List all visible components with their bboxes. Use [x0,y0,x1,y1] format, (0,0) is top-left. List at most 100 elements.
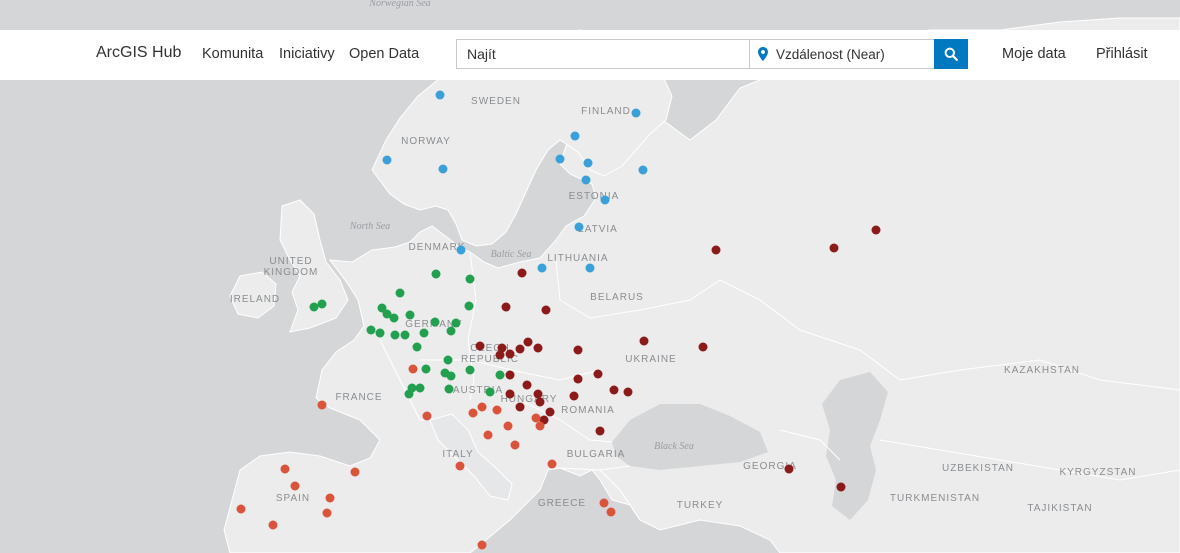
map-point-darkred[interactable] [711,245,721,255]
brand-logo-text[interactable]: ArcGIS Hub [96,44,182,61]
map-point-darkred[interactable] [515,402,525,412]
map-point-darkred[interactable] [505,349,515,359]
map-point-green[interactable] [430,317,440,327]
map-point-darkred[interactable] [533,343,543,353]
map-point-darkred[interactable] [595,426,605,436]
map-point-orange[interactable] [503,421,513,431]
map-point-orange[interactable] [599,498,609,508]
map-point-darkred[interactable] [639,336,649,346]
map-point-green[interactable] [309,302,319,312]
map-point-green[interactable] [431,269,441,279]
map-point-orange[interactable] [547,459,557,469]
map-point-orange[interactable] [325,493,335,503]
map-point-orange[interactable] [510,440,520,450]
map-point-green[interactable] [412,342,422,352]
map-point-green[interactable] [390,330,400,340]
map-point-green[interactable] [465,274,475,284]
map-point-darkred[interactable] [829,243,839,253]
map-point-orange[interactable] [322,508,332,518]
map-point-blue[interactable] [438,164,448,174]
map-point-orange[interactable] [408,364,418,374]
map-point-darkred[interactable] [541,305,551,315]
map-point-green[interactable] [485,387,495,397]
map-point-green[interactable] [366,325,376,335]
map-point-blue[interactable] [638,165,648,175]
map-point-darkred[interactable] [522,380,532,390]
map-point-blue[interactable] [583,158,593,168]
nav-link-iniciativy[interactable]: Iniciativy [279,46,335,62]
map-point-green[interactable] [464,301,474,311]
points-layer[interactable] [236,90,881,550]
map-point-green[interactable] [465,365,475,375]
map-point-blue[interactable] [382,155,392,165]
map-point-orange[interactable] [455,461,465,471]
map-point-orange[interactable] [468,408,478,418]
map-point-green[interactable] [444,384,454,394]
map-point-blue[interactable] [574,222,584,232]
map-point-darkred[interactable] [475,341,485,351]
map-point-green[interactable] [446,326,456,336]
map-point-darkred[interactable] [497,343,507,353]
map-point-green[interactable] [419,328,429,338]
map-point-blue[interactable] [631,108,641,118]
map-point-orange[interactable] [535,421,545,431]
map-point-green[interactable] [395,288,405,298]
map-point-blue[interactable] [581,175,591,185]
map-point-green[interactable] [415,383,425,393]
map-point-darkred[interactable] [501,302,511,312]
nav-link-open-data[interactable]: Open Data [349,46,420,62]
map-point-blue[interactable] [555,154,565,164]
map-point-darkred[interactable] [609,385,619,395]
map-point-orange[interactable] [483,430,493,440]
map-point-green[interactable] [377,303,387,313]
map-point-darkred[interactable] [523,337,533,347]
map-point-darkred[interactable] [698,342,708,352]
map-point-darkred[interactable] [495,350,505,360]
map-point-green[interactable] [389,313,399,323]
map-point-green[interactable] [421,364,431,374]
map-point-green[interactable] [405,310,415,320]
location-input[interactable] [776,41,926,67]
map-point-blue[interactable] [537,263,547,273]
map-point-darkred[interactable] [623,387,633,397]
map-point-orange[interactable] [531,413,541,423]
map-point-green[interactable] [317,299,327,309]
map-point-orange[interactable] [492,405,502,415]
map-point-green[interactable] [375,328,385,338]
map-point-orange[interactable] [477,540,487,550]
map-point-green[interactable] [382,309,392,319]
map-point-darkred[interactable] [573,345,583,355]
sign-in-link[interactable]: Přihlásit [1096,46,1148,62]
map-point-green[interactable] [443,355,453,365]
map-point-darkred[interactable] [535,397,545,407]
map-point-orange[interactable] [350,467,360,477]
map-point-orange[interactable] [268,520,278,530]
map-point-darkred[interactable] [593,369,603,379]
map-point-orange[interactable] [280,464,290,474]
map-point-orange[interactable] [606,507,616,517]
map-point-blue[interactable] [585,263,595,273]
map-point-darkred[interactable] [871,225,881,235]
map-point-orange[interactable] [422,411,432,421]
map-point-darkred[interactable] [784,464,794,474]
map-point-darkred[interactable] [505,389,515,399]
nav-link-komunita[interactable]: Komunita [202,46,264,62]
map-point-orange[interactable] [317,400,327,410]
map-point-blue[interactable] [456,245,466,255]
map-point-blue[interactable] [435,90,445,100]
map-point-darkred[interactable] [836,482,846,492]
my-data-link[interactable]: Moje data [1002,46,1066,62]
map-point-green[interactable] [400,330,410,340]
search-button[interactable] [934,39,968,69]
map-point-darkred[interactable] [573,374,583,384]
map-point-orange[interactable] [236,504,246,514]
map-point-darkred[interactable] [515,344,525,354]
map-point-darkred[interactable] [545,407,555,417]
map-point-darkred[interactable] [517,268,527,278]
map-point-darkred[interactable] [533,389,543,399]
map-point-orange[interactable] [477,402,487,412]
map-point-green[interactable] [495,370,505,380]
map-point-green[interactable] [451,318,461,328]
